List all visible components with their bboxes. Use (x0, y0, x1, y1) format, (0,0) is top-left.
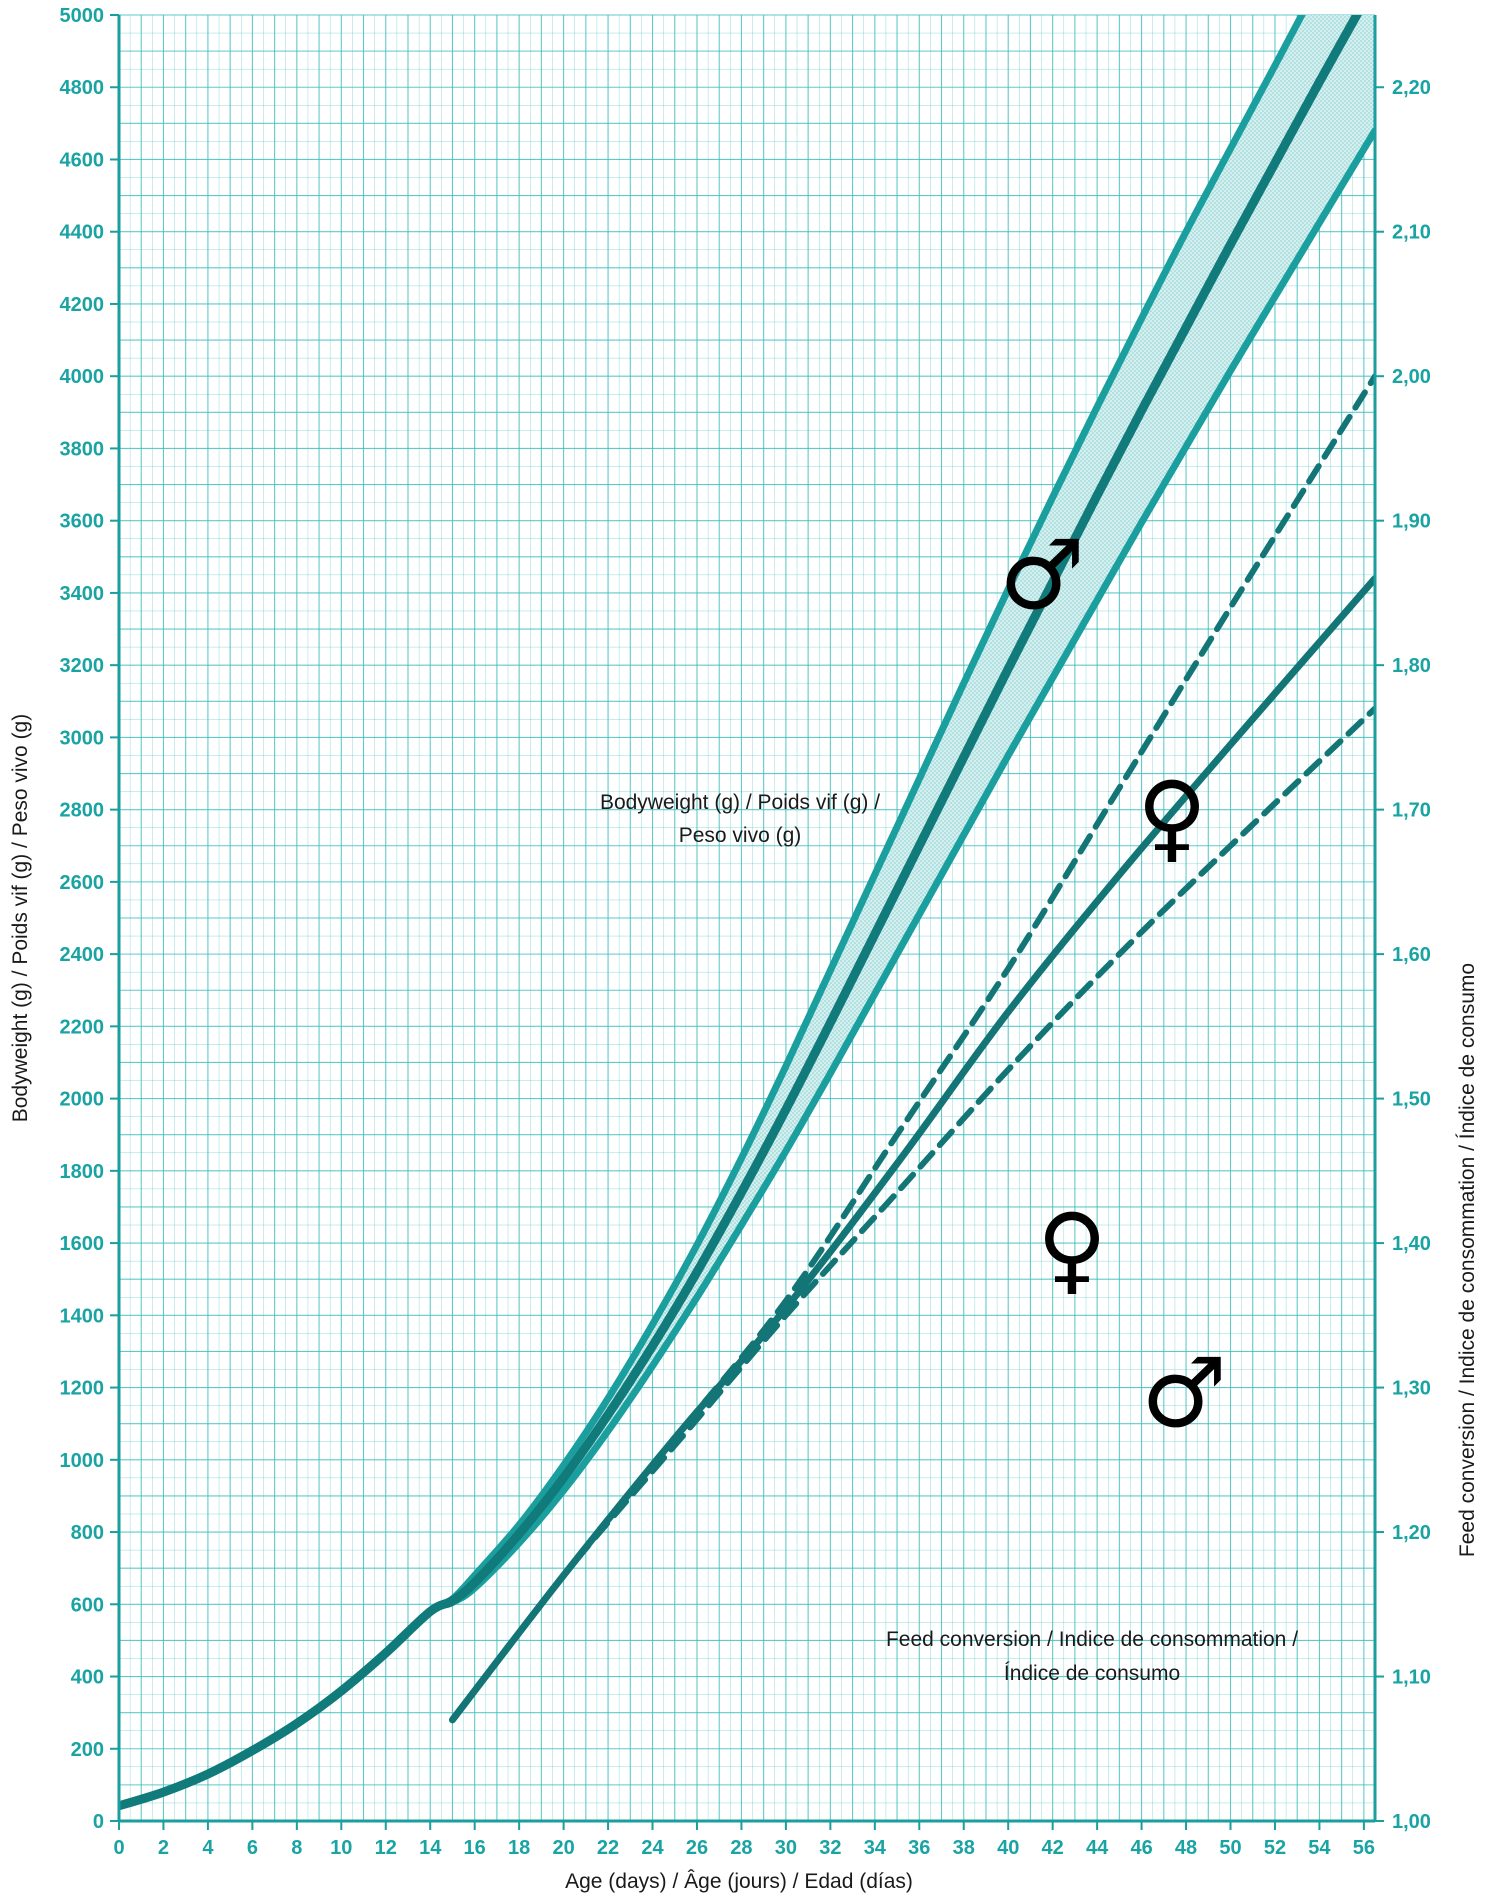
x-tick-label: 36 (908, 1837, 930, 1859)
x-tick-label: 8 (291, 1837, 302, 1859)
x-tick-label: 40 (997, 1837, 1019, 1859)
x-tick-label: 56 (1353, 1837, 1375, 1859)
x-tick-label: 50 (1219, 1837, 1241, 1859)
grid (118, 14, 1375, 1822)
y-right-tick-label: 2,20 (1392, 77, 1431, 99)
axes (117, 15, 1377, 1823)
x-tick-label: 14 (419, 1837, 442, 1859)
x-tick-label: 6 (247, 1837, 258, 1859)
y-left-tick-label: 3400 (60, 583, 105, 605)
tick-labels: 0200400600800100012001400160018002000220… (60, 5, 1431, 1859)
y-axis-right-label: Feed conversion / Indice de consommation… (1456, 963, 1479, 1557)
y-right-tick-label: 1,90 (1392, 511, 1431, 533)
x-tick-label: 10 (330, 1837, 352, 1859)
x-tick-label: 24 (641, 1837, 664, 1859)
x-tick-label: 16 (464, 1837, 486, 1859)
y-left-tick-label: 800 (71, 1522, 104, 1544)
female-symbol-feed: ♀ (1037, 1193, 1107, 1305)
x-tick-label: 46 (1130, 1837, 1152, 1859)
x-tick-label: 52 (1264, 1837, 1286, 1859)
feed-male-line (449, 705, 1375, 1723)
feed-female-line (449, 373, 1375, 1723)
male-symbol-feed: ♂ (1141, 1337, 1227, 1449)
x-tick-label: 28 (730, 1837, 752, 1859)
y-left-tick-label: 400 (71, 1667, 104, 1689)
x-tick-label: 42 (1042, 1837, 1064, 1859)
y-left-tick-label: 1000 (60, 1450, 105, 1472)
y-right-tick-label: 1,30 (1392, 1378, 1431, 1400)
y-right-tick-label: 1,40 (1392, 1233, 1431, 1255)
series-clip (119, 15, 1375, 1811)
y-right-tick-label: 1,70 (1392, 800, 1431, 822)
x-tick-label: 0 (113, 1837, 124, 1859)
y-right-tick-label: 1,10 (1392, 1667, 1431, 1689)
y-left-tick-label: 1400 (60, 1305, 105, 1327)
x-tick-label: 32 (819, 1837, 841, 1859)
x-tick-label: 26 (686, 1837, 708, 1859)
y-left-tick-label: 2800 (60, 800, 105, 822)
x-tick-label: 12 (375, 1837, 397, 1859)
y-left-tick-label: 2400 (60, 944, 105, 966)
y-right-tick-label: 1,80 (1392, 655, 1431, 677)
y-right-tick-label: 1,50 (1392, 1089, 1431, 1111)
x-tick-label: 44 (1086, 1837, 1109, 1859)
x-tick-label: 48 (1175, 1837, 1197, 1859)
x-tick-label: 4 (202, 1837, 214, 1859)
x-tick-label: 34 (864, 1837, 887, 1859)
y-left-tick-label: 4200 (60, 294, 105, 316)
y-left-tick-label: 4000 (60, 366, 105, 388)
feed-mixed-line (448, 574, 1375, 1724)
y-right-tick-label: 1,00 (1392, 1811, 1431, 1833)
x-tick-label: 38 (953, 1837, 975, 1859)
y-left-tick-label: 3000 (60, 727, 105, 749)
y-left-tick-label: 2600 (60, 872, 105, 894)
y-left-tick-label: 0 (93, 1811, 104, 1833)
y-left-tick-label: 3800 (60, 438, 105, 460)
y-left-tick-label: 5000 (60, 5, 105, 27)
feed-annotation-line2: Índice de consumo (1004, 1662, 1180, 1685)
y-left-tick-label: 1200 (60, 1378, 105, 1400)
bodyweight-mixed-line (119, 15, 1362, 1811)
bodyweight-annotation-line2: Peso vivo (g) (679, 824, 802, 847)
y-left-tick-label: 1600 (60, 1233, 105, 1255)
series (119, 15, 1375, 1811)
y-left-tick-label: 3600 (60, 511, 105, 533)
bodyweight-annotation-line1: Bodyweight (g) / Poids vif (g) / (600, 791, 880, 814)
y-left-tick-label: 200 (71, 1739, 104, 1761)
x-tick-label: 20 (552, 1837, 574, 1859)
y-left-tick-label: 1800 (60, 1161, 105, 1183)
x-axis-label: Age (days) / Âge (jours) / Edad (días) (565, 1870, 913, 1893)
y-right-tick-label: 2,00 (1392, 366, 1431, 388)
y-left-tick-label: 4400 (60, 222, 105, 244)
y-left-tick-label: 2200 (60, 1016, 105, 1038)
y-left-tick-label: 2000 (60, 1089, 105, 1111)
female-symbol-bodyweight: ♀ (1137, 761, 1207, 873)
male-symbol-bodyweight: ♂ (999, 519, 1085, 631)
y-left-tick-label: 600 (71, 1594, 104, 1616)
y-axis-left-label: Bodyweight (g) / Poids vif (g) / Peso vi… (9, 714, 32, 1123)
y-right-tick-label: 1,20 (1392, 1522, 1431, 1544)
x-tick-label: 22 (597, 1837, 619, 1859)
x-tick-label: 2 (158, 1837, 169, 1859)
x-tick-label: 18 (508, 1837, 530, 1859)
y-left-tick-label: 3200 (60, 655, 105, 677)
y-left-tick-label: 4600 (60, 149, 105, 171)
y-right-tick-label: 2,10 (1392, 222, 1431, 244)
x-tick-label: 54 (1308, 1837, 1331, 1859)
y-right-tick-label: 1,60 (1392, 944, 1431, 966)
y-left-tick-label: 4800 (60, 77, 105, 99)
x-tick-label: 30 (775, 1837, 797, 1859)
feed-annotation-line1: Feed conversion / Indice de consommation… (886, 1628, 1298, 1651)
